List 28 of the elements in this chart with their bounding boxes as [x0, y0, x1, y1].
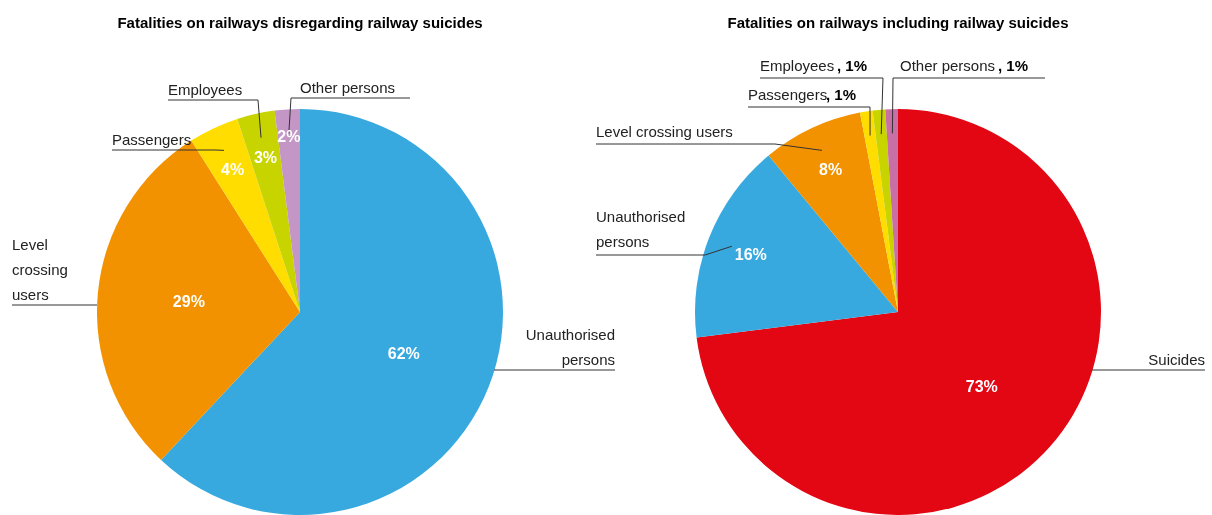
pie-slice — [695, 155, 898, 338]
slice-label: Other persons — [300, 79, 396, 96]
pie-slice — [768, 112, 898, 312]
slice-label: Passengers — [748, 86, 828, 103]
slice-label: Unauthorised persons — [596, 208, 686, 250]
data-label: , 1% — [826, 86, 857, 103]
chart-title: Fatalities on railways including railway suicides — [727, 14, 1069, 31]
data-label: 2% — [277, 127, 301, 145]
data-label: , 1% — [998, 57, 1029, 74]
data-label: 62% — [387, 345, 420, 363]
slice-label: Employees — [760, 57, 835, 74]
chart-title: Fatalities on railways disregarding railway suicides — [117, 14, 483, 31]
data-label: 4% — [221, 160, 245, 178]
slice-label: Unauthorised persons — [525, 326, 615, 368]
data-label: 16% — [734, 245, 767, 263]
slice-label: Other persons — [900, 57, 996, 74]
data-label: 73% — [965, 377, 998, 395]
pie-slice — [696, 109, 1101, 515]
data-label: 29% — [172, 293, 205, 311]
data-label: 3% — [253, 149, 278, 167]
data-label: 8% — [819, 160, 843, 178]
slice-label: Level crossing users — [12, 236, 68, 303]
pie-slice — [859, 110, 898, 312]
data-label: , 1% — [837, 57, 868, 74]
slice-label: Passengers — [112, 131, 192, 148]
slice-label: Employees — [168, 81, 243, 98]
slice-label: Suicides — [1148, 351, 1205, 368]
slice-label: Level crossing users — [596, 123, 733, 140]
